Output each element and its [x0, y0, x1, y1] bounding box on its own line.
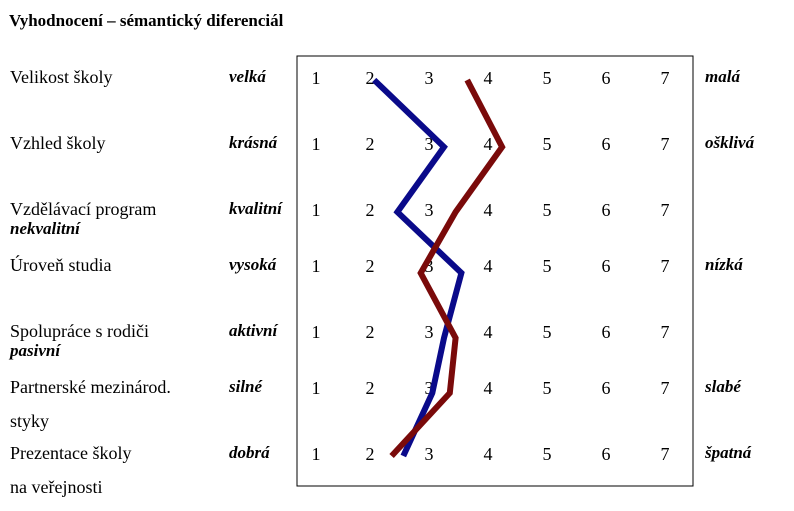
scale-label: 2	[366, 256, 375, 276]
right-pole: slabé	[705, 377, 741, 396]
row-label: Vzdělávací program	[10, 199, 157, 219]
right-pole: nízká	[705, 255, 743, 274]
scale-label: 2	[366, 444, 375, 464]
series-line-1	[372, 77, 465, 458]
scale-label: 1	[312, 200, 321, 220]
left-pole-line2: nekvalitní	[10, 219, 80, 238]
scale-label: 4	[484, 200, 493, 220]
scale-label: 3	[425, 256, 434, 276]
left-pole: krásná	[229, 133, 278, 152]
left-pole: aktivní	[229, 321, 278, 340]
right-pole: špatná	[705, 443, 752, 462]
scale-label: 7	[661, 378, 670, 398]
scale-label: 2	[366, 134, 375, 154]
scale-label: 2	[366, 200, 375, 220]
row-label-line2: styky	[10, 411, 50, 431]
scale-label: 5	[543, 200, 552, 220]
scale-label: 1	[312, 444, 321, 464]
scale-label: 6	[602, 322, 611, 342]
scale-label: 2	[366, 378, 375, 398]
scale-label: 1	[312, 378, 321, 398]
scale-label: 4	[484, 68, 493, 88]
row-label: Partnerské mezinárod.	[10, 377, 171, 397]
scale-label: 6	[602, 68, 611, 88]
scale-label: 4	[484, 256, 493, 276]
left-pole: vysoká	[229, 255, 277, 274]
scale-label: 6	[602, 378, 611, 398]
scale-label: 5	[543, 68, 552, 88]
scale-label: 1	[312, 68, 321, 88]
scale-label: 5	[543, 134, 552, 154]
scale-label: 1	[312, 322, 321, 342]
scale-label: 3	[425, 134, 434, 154]
scale-label: 7	[661, 256, 670, 276]
scale-label: 7	[661, 68, 670, 88]
right-pole: malá	[705, 67, 740, 86]
scale-label: 3	[425, 444, 434, 464]
scale-label: 6	[602, 256, 611, 276]
left-pole-line2: pasivní	[10, 341, 61, 360]
left-pole: kvalitní	[229, 199, 282, 218]
scale-label: 1	[312, 134, 321, 154]
scale-label: 1	[312, 256, 321, 276]
scale-label: 7	[661, 322, 670, 342]
series-line-2	[389, 78, 506, 459]
scale-label: 5	[543, 378, 552, 398]
row-label: Úroveň studia	[10, 255, 112, 275]
scale-label: 2	[366, 322, 375, 342]
scale-label: 4	[484, 322, 493, 342]
scale-label: 6	[602, 200, 611, 220]
row-label: Velikost školy	[10, 67, 113, 87]
scale-label: 3	[425, 68, 434, 88]
scale-label: 3	[425, 200, 434, 220]
scale-label: 4	[484, 134, 493, 154]
scale-label: 7	[661, 134, 670, 154]
row-label: Vzhled školy	[10, 133, 106, 153]
scale-label: 2	[366, 68, 375, 88]
scale-label: 5	[543, 322, 552, 342]
scale-label: 3	[425, 378, 434, 398]
row-label-line2: na veřejnosti	[10, 477, 103, 497]
left-pole: silné	[229, 377, 263, 396]
row-label: Prezentace školy	[10, 443, 132, 463]
scale-label: 4	[484, 378, 493, 398]
scale-label: 7	[661, 200, 670, 220]
left-pole: dobrá	[229, 443, 270, 462]
scale-label: 5	[543, 444, 552, 464]
row-label: Spolupráce s rodiči	[10, 321, 149, 341]
scale-label: 6	[602, 134, 611, 154]
scale-label: 3	[425, 322, 434, 342]
scale-label: 7	[661, 444, 670, 464]
scale-label: 4	[484, 444, 493, 464]
chart-frame	[296, 55, 694, 487]
right-pole: ošklivá	[705, 133, 755, 152]
page-title: Vyhodnocení – sémantický diferenciál	[9, 11, 284, 30]
scale-label: 5	[543, 256, 552, 276]
scale-label: 6	[602, 444, 611, 464]
left-pole: velká	[229, 67, 266, 86]
